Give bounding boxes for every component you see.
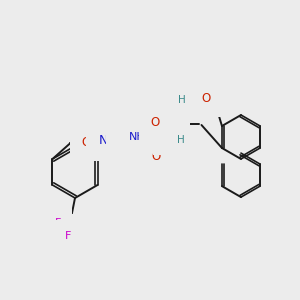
Text: H: H xyxy=(117,145,124,155)
Text: F: F xyxy=(65,231,71,241)
Text: O: O xyxy=(151,116,160,128)
Text: NH: NH xyxy=(129,132,146,142)
Text: F: F xyxy=(76,225,82,235)
Text: H: H xyxy=(177,135,184,145)
Text: O: O xyxy=(202,92,211,106)
Text: N: N xyxy=(99,134,108,148)
Text: O: O xyxy=(82,136,91,149)
Text: F: F xyxy=(55,218,61,228)
Text: O: O xyxy=(152,151,161,164)
Text: H: H xyxy=(178,95,185,105)
Text: N: N xyxy=(167,128,176,142)
